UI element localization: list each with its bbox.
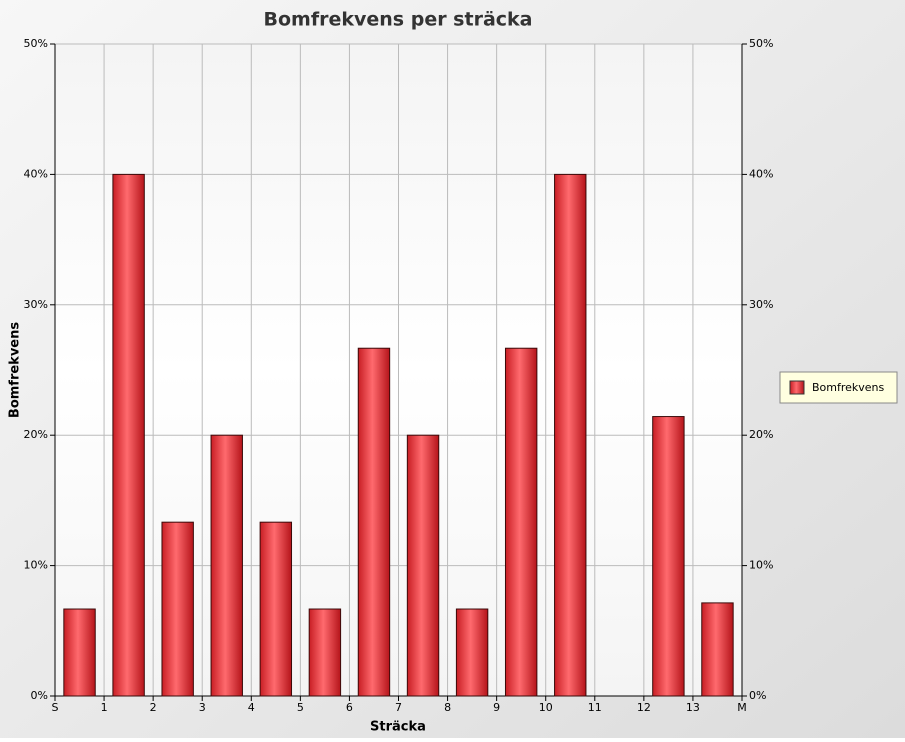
x-tick-label: 13 — [686, 701, 700, 714]
bar — [406, 434, 440, 697]
y-tick-label: 40% — [24, 167, 48, 180]
bar — [357, 347, 391, 697]
x-tick-label: 6 — [346, 701, 353, 714]
y2-tick-label: 10% — [749, 559, 773, 572]
bar — [455, 608, 489, 697]
x-tick-label: 1 — [101, 701, 108, 714]
y-tick-label: 50% — [24, 37, 48, 50]
x-tick-label: 2 — [150, 701, 157, 714]
bar — [701, 602, 734, 697]
x-tick-label: M — [737, 701, 747, 714]
y-tick-label: 30% — [24, 298, 48, 311]
x-tick-label: 8 — [444, 701, 451, 714]
y2-tick-label: 20% — [749, 428, 773, 441]
x-axis-title: Sträcka — [370, 720, 426, 735]
x-tick-label: 12 — [637, 701, 651, 714]
y-tick-label: 10% — [24, 559, 48, 572]
legend: Bomfrekvens — [779, 371, 898, 404]
y2-tick-label: 0% — [749, 689, 766, 702]
x-tick-label: 5 — [297, 701, 304, 714]
chart-title: Bomfrekvens per sträcka — [264, 9, 533, 31]
x-tick-label: 9 — [493, 701, 500, 714]
bar — [504, 347, 538, 697]
y-axis-title: Bomfrekvens — [8, 322, 23, 418]
y2-tick-label: 50% — [749, 37, 773, 50]
bar — [259, 521, 293, 697]
x-tick-label: 3 — [199, 701, 206, 714]
x-tick-label: 4 — [248, 701, 255, 714]
bar — [308, 608, 342, 697]
y2-tick-label: 40% — [749, 167, 773, 180]
y2-tick-label: 30% — [749, 298, 773, 311]
bar — [210, 434, 243, 697]
bar — [652, 416, 685, 697]
x-tick-label: 7 — [395, 701, 402, 714]
bar — [63, 608, 96, 697]
x-tick-label: 11 — [588, 701, 602, 714]
legend-label: Bomfrekvens — [812, 381, 885, 394]
bar — [112, 173, 145, 697]
x-tick-label: 10 — [539, 701, 553, 714]
y-tick-label: 20% — [24, 428, 48, 441]
bar — [554, 173, 587, 697]
legend-swatch — [789, 380, 805, 395]
y-tick-label: 0% — [31, 689, 48, 702]
x-tick-label: S — [52, 701, 59, 714]
bar — [161, 521, 194, 697]
